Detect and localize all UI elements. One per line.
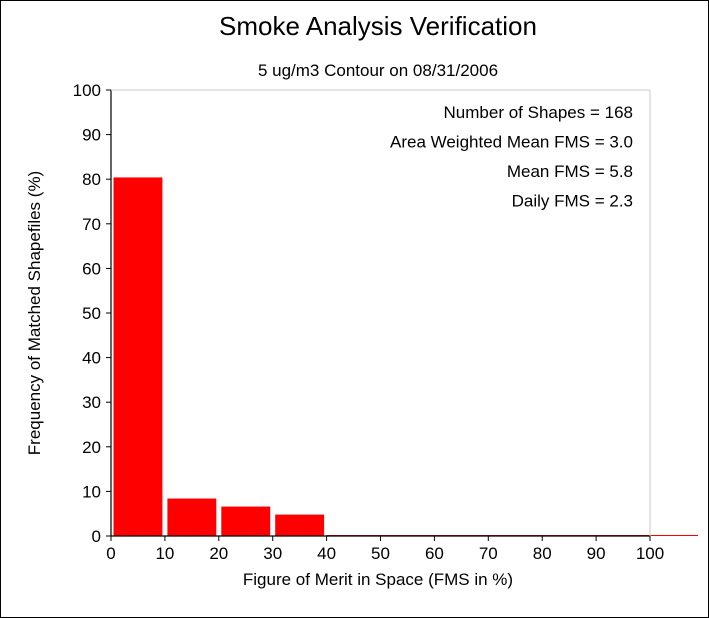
y-tick-label: 70 <box>82 215 101 234</box>
y-tick-label: 10 <box>82 482 101 501</box>
bar-10-20 <box>167 498 217 536</box>
y-tick-label: 90 <box>82 126 101 145</box>
y-tick-label: 100 <box>73 81 101 100</box>
x-tick-label: 10 <box>155 544 174 563</box>
bar-20-30 <box>221 506 271 536</box>
x-tick-label: 100 <box>636 544 664 563</box>
annotations-group: Number of Shapes = 168 Area Weighted Mean… <box>390 103 633 211</box>
y-tick-label: 60 <box>82 259 101 278</box>
bar-0-10 <box>113 177 163 536</box>
y-tick-label: 20 <box>82 438 101 457</box>
x-tick-label: 20 <box>209 544 228 563</box>
x-tick-label: 0 <box>106 544 115 563</box>
x-tick-label: 50 <box>371 544 390 563</box>
ticks-group: 0 10 20 30 40 50 60 70 80 90 100 0 10 20 30 40 50 60 70 80 9… <box>73 81 665 563</box>
y-tick-label: 50 <box>82 304 101 323</box>
bars-group <box>113 177 698 536</box>
stats-annotation: Daily FMS = 2.3 <box>512 192 633 211</box>
y-axis-title: Frequency of Matched Shapefiles (%) <box>25 171 44 455</box>
bar-30-40 <box>275 514 325 536</box>
x-tick-label: 60 <box>425 544 444 563</box>
y-tick-label: 40 <box>82 349 101 368</box>
x-axis-title: Figure of Merit in Space (FMS in %) <box>243 570 513 589</box>
stats-annotation: Area Weighted Mean FMS = 3.0 <box>390 133 633 152</box>
stats-annotation: Number of Shapes = 168 <box>444 103 633 122</box>
chart-subtitle: 5 ug/m3 Contour on 08/31/2006 <box>258 61 498 80</box>
stats-annotation: Mean FMS = 5.8 <box>507 162 633 181</box>
y-tick-label: 0 <box>92 527 101 546</box>
x-tick-label: 30 <box>263 544 282 563</box>
x-tick-label: 70 <box>479 544 498 563</box>
chart-title: Smoke Analysis Verification <box>219 11 537 41</box>
x-tick-label: 80 <box>533 544 552 563</box>
axes-group <box>110 89 651 537</box>
x-tick-label: 40 <box>317 544 336 563</box>
y-tick-label: 80 <box>82 170 101 189</box>
x-tick-label: 90 <box>587 544 606 563</box>
y-tick-label: 30 <box>82 393 101 412</box>
